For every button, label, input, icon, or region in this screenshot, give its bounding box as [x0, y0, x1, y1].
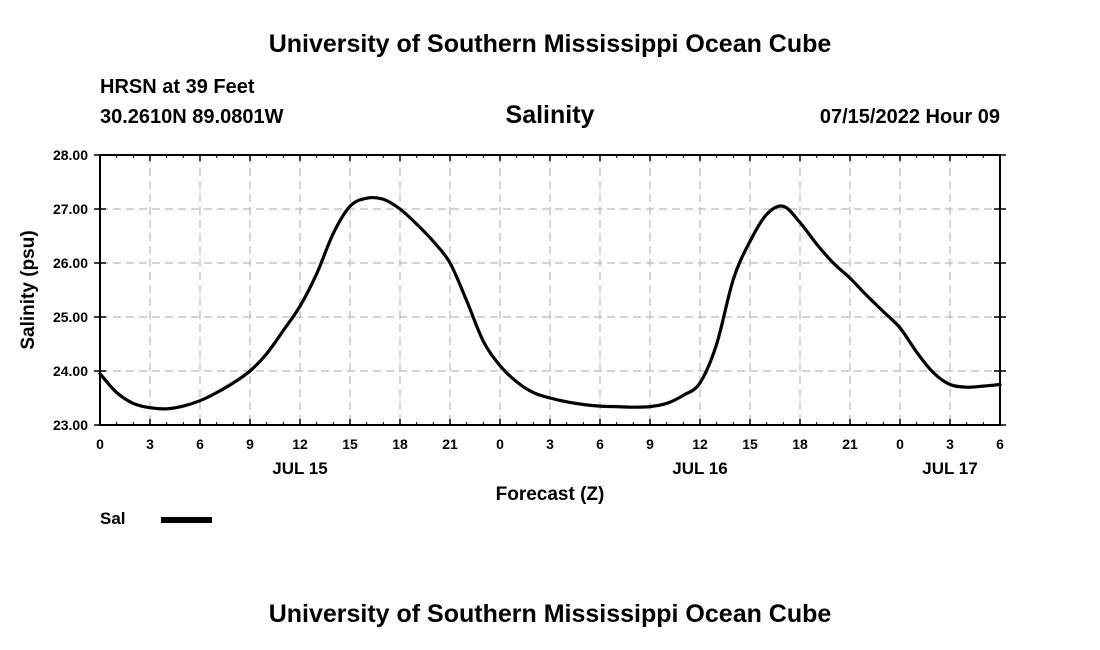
x-tick-label: 0 — [896, 436, 904, 452]
y-tick-label: 23.00 — [53, 417, 88, 433]
date-label: JUL 15 — [272, 459, 327, 478]
chart-title-bottom: University of Southern Mississippi Ocean… — [268, 600, 832, 628]
x-tick-label: 15 — [742, 436, 758, 452]
ticks: 0 3 6 9 12 15 18 21 0 3 6 9 12 15 18 21 0 3 6 23.00 24.00 25.… — [53, 147, 1006, 478]
x-tick-label: 21 — [842, 436, 858, 452]
x-tick-label: 0 — [496, 436, 504, 452]
x-tick-label: 12 — [692, 436, 708, 452]
series-line-sal — [98, 195, 1002, 411]
x-tick-label: 0 — [96, 436, 104, 452]
chart-subtitle: Salinity — [505, 101, 595, 129]
y-tick-label: 24.00 — [53, 363, 88, 379]
legend-swatch — [161, 517, 212, 523]
x-tick-label: 3 — [146, 436, 154, 452]
x-tick-label: 12 — [292, 436, 308, 452]
legend-label: Sal — [100, 509, 126, 528]
x-tick-label: 9 — [246, 436, 254, 452]
coordinates-label: 30.2610N 89.0801W — [100, 106, 284, 128]
x-tick-label: 9 — [646, 436, 654, 452]
x-axis-label: Forecast (Z) — [496, 484, 605, 505]
x-tick-label: 15 — [342, 436, 358, 452]
station-label: HRSN at 39 Feet — [100, 76, 255, 98]
x-tick-label: 3 — [946, 436, 954, 452]
date-label: JUL 17 — [922, 459, 977, 478]
x-tick-label: 18 — [792, 436, 808, 452]
grid — [100, 155, 1000, 425]
forecast-datetime: 07/15/2022 Hour 09 — [819, 106, 1000, 128]
chart-title-top: University of Southern Mississippi Ocean… — [268, 30, 832, 58]
y-tick-label: 25.00 — [53, 309, 88, 325]
date-label: JUL 16 — [672, 459, 727, 478]
y-tick-label: 26.00 — [53, 255, 88, 271]
y-axis-label: Salinity (psu) — [18, 230, 39, 349]
x-tick-label: 6 — [196, 436, 204, 452]
y-tick-label: 28.00 — [53, 147, 88, 163]
x-tick-label: 6 — [996, 436, 1004, 452]
x-tick-label: 21 — [442, 436, 458, 452]
x-tick-label: 18 — [392, 436, 408, 452]
x-tick-label: 3 — [546, 436, 554, 452]
y-tick-label: 27.00 — [53, 201, 88, 217]
x-tick-label: 6 — [596, 436, 604, 452]
